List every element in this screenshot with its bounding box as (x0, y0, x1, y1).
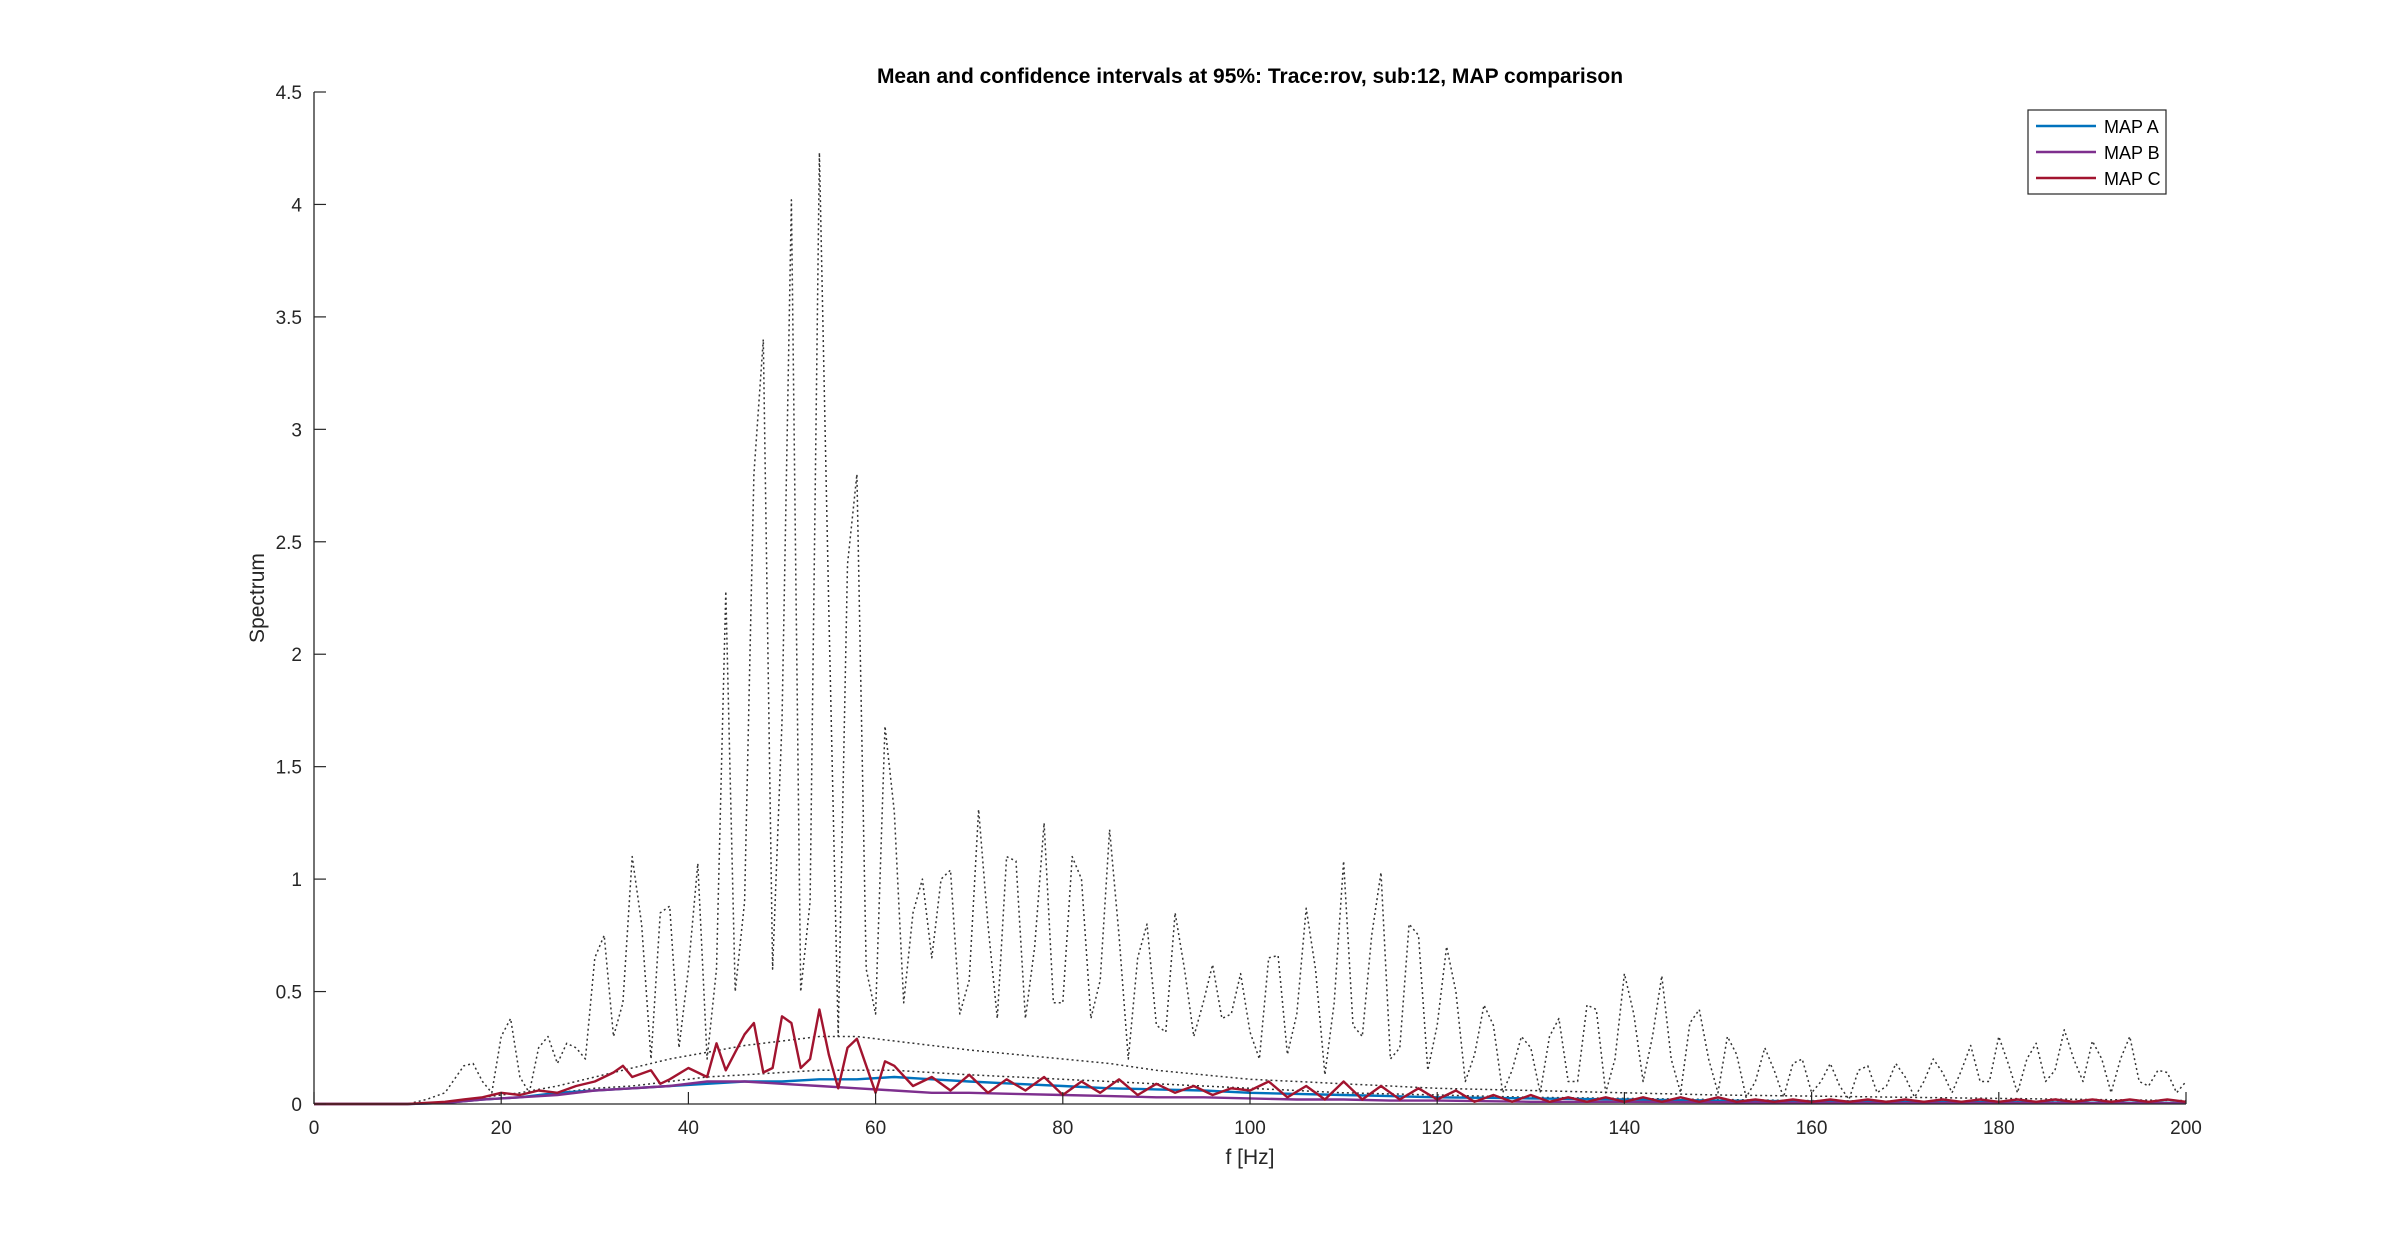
series-line-map-c (314, 1008, 2187, 1106)
legend-label: MAP B (2104, 143, 2160, 163)
y-tick-label: 4.5 (276, 83, 302, 104)
y-ticks: 0 0.5 1 1.5 2 2.5 3 3.5 4 4.5 (276, 83, 326, 1116)
y-tick-label: 2.5 (276, 533, 302, 554)
y-axis-label: Spectrum (246, 553, 269, 643)
y-tick-label: 1.5 (276, 758, 302, 779)
x-tick-label: 0 (309, 1118, 320, 1139)
x-tick-label: 140 (1609, 1118, 1641, 1139)
confidence-bound-line (314, 1035, 2187, 1105)
legend-label: MAP C (2104, 169, 2161, 189)
x-ticks: 0 20 40 60 80 100 120 140 160 180 200 (309, 1092, 2202, 1139)
x-tick-label: 160 (1796, 1118, 1828, 1139)
legend-label: MAP A (2104, 117, 2159, 137)
series-layer (314, 151, 2187, 1106)
y-tick-label: 1 (291, 870, 302, 891)
x-tick-label: 100 (1234, 1118, 1266, 1139)
y-tick-label: 0.5 (276, 983, 302, 1004)
chart-title: Mean and confidence intervals at 95%: Tr… (877, 65, 1623, 88)
y-tick-label: 3.5 (276, 308, 302, 329)
x-tick-label: 80 (1052, 1118, 1073, 1139)
y-tick-label: 0 (291, 1095, 302, 1116)
y-tick-label: 4 (291, 195, 302, 216)
x-axis-label: f [Hz] (1225, 1146, 1274, 1169)
legend: MAP A MAP B MAP C (2027, 109, 2167, 195)
axes-background (314, 92, 2186, 1104)
plot-area: 0 20 40 60 80 100 120 140 160 180 200 0 0.5 1 1.5 2 2.5… (276, 83, 2202, 1139)
x-tick-label: 200 (2170, 1118, 2202, 1139)
y-tick-label: 2 (291, 645, 302, 666)
x-tick-label: 120 (1421, 1118, 1453, 1139)
x-tick-label: 40 (678, 1118, 699, 1139)
x-tick-label: 180 (1983, 1118, 2015, 1139)
series-line-map-b (314, 1080, 2187, 1106)
x-tick-label: 20 (491, 1118, 512, 1139)
confidence-bound-line (314, 151, 2187, 1105)
y-tick-label: 3 (291, 420, 302, 441)
x-tick-label: 60 (865, 1118, 886, 1139)
